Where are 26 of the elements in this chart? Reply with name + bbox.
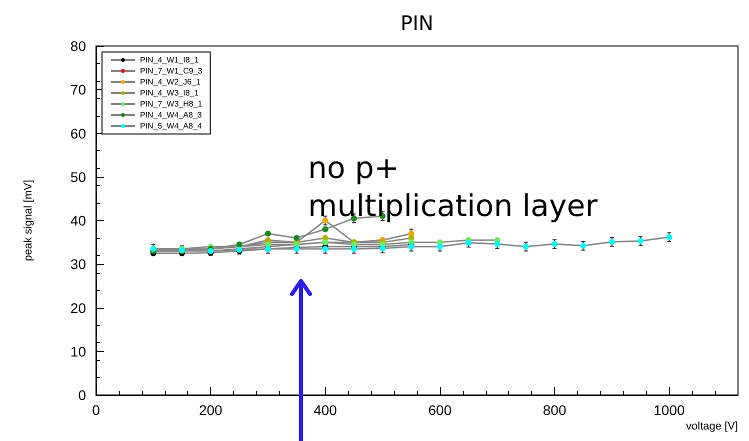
- y-tick-label: 60: [70, 125, 86, 142]
- annotation: no p+ multiplication layer: [308, 150, 599, 226]
- y-tick-label: 80: [70, 38, 86, 54]
- y-axis-title: peak signal [mV]: [22, 180, 34, 262]
- legend-label: PIN_4_W3_I8_1: [140, 88, 200, 98]
- x-tick-label: 0: [92, 402, 100, 418]
- y-tick-label: 0: [78, 387, 86, 403]
- y-tick-label: 10: [70, 343, 86, 360]
- legend-label: PIN_4_W2_J6_1: [140, 78, 202, 86]
- chart-title: PIN: [400, 11, 434, 35]
- x-tick-label: 800: [542, 402, 566, 418]
- x-tick-label: 1000: [654, 402, 685, 418]
- y-tick-label: 30: [70, 256, 86, 272]
- legend-label: PIN_5_W4_A8_4: [140, 122, 202, 130]
- y-tick-label: 50: [70, 168, 86, 185]
- legend-label: PIN_7_W1_C9_3: [140, 66, 203, 76]
- y-tick-label: 20: [70, 300, 86, 316]
- x-axis-title: voltage [V]: [686, 420, 738, 432]
- legend-label: PIN_4_W4_A8_3: [140, 110, 202, 120]
- x-tick-label: 200: [198, 402, 223, 418]
- y-tick-label: 70: [70, 82, 86, 98]
- y-tick-label: 40: [70, 212, 86, 228]
- x-tick-label: 400: [314, 402, 338, 418]
- x-tick-label: 600: [428, 402, 452, 418]
- legend-label: PIN_7_W3_H8_1: [140, 100, 203, 108]
- legend-label: PIN_4_W1_I8_1: [140, 56, 200, 64]
